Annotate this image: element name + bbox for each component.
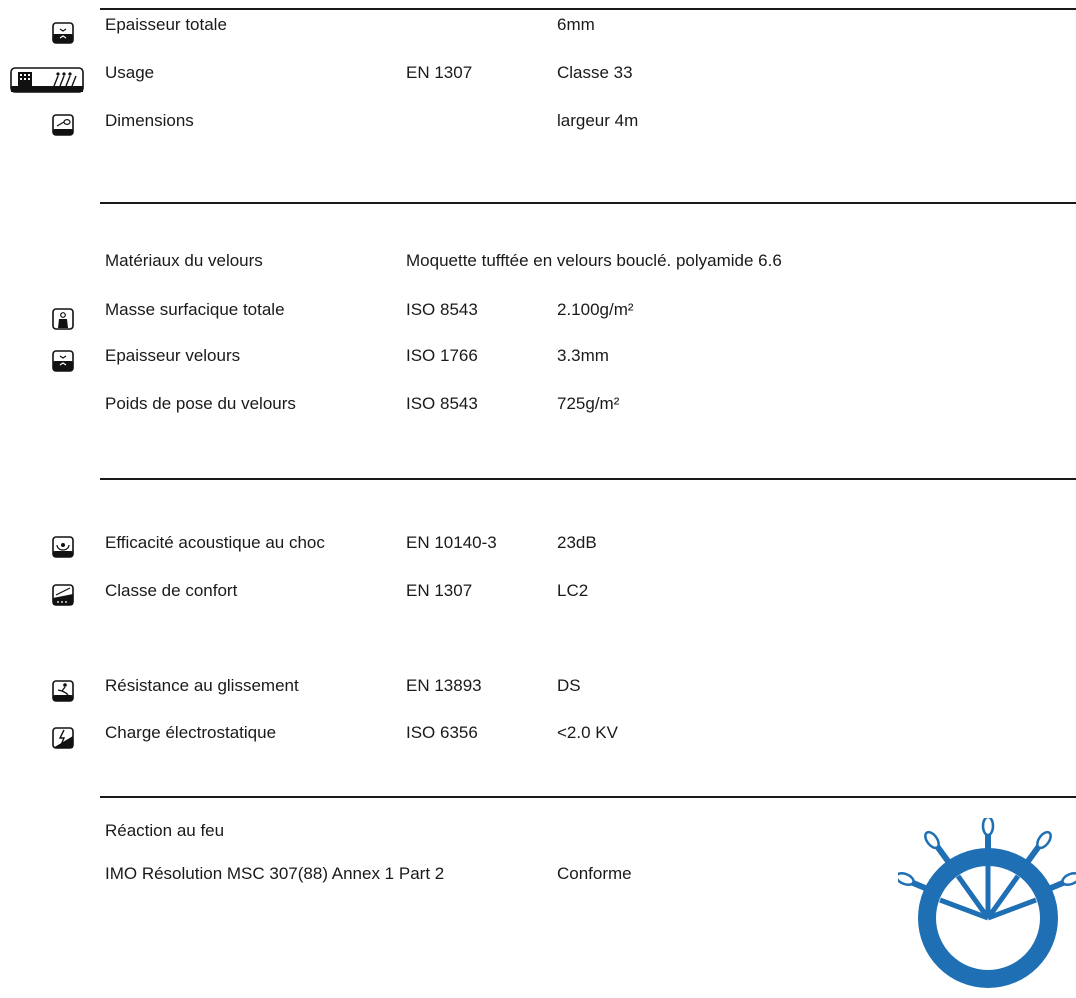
row-label: Epaisseur velours [105, 346, 241, 365]
row-value: 2.100g/m² [557, 300, 634, 319]
row-label: Résistance au glissement [105, 676, 299, 695]
divider [100, 202, 1076, 204]
pile-thickness-icon [52, 350, 74, 372]
row-norm: ISO 8543 [406, 394, 478, 413]
row-value: LC2 [557, 581, 589, 600]
row-norm: EN 1307 [406, 63, 473, 82]
comfort-icon [52, 584, 74, 606]
roll-width-icon [52, 114, 74, 136]
row-label: Epaisseur totale [105, 15, 227, 34]
material-value: Moquette tufftée en velours bouclé. poly… [406, 251, 782, 270]
material-label: Matériaux du velours [105, 251, 263, 270]
row-value: 3.3mm [557, 346, 609, 365]
row-value: DS [557, 676, 581, 695]
row-norm: ISO 6356 [406, 723, 478, 742]
ship-wheel-icon [898, 818, 1076, 998]
row-norm: EN 13893 [406, 676, 482, 695]
row-label: Usage [105, 63, 155, 82]
fire-reaction-title: Réaction au feu [105, 821, 225, 840]
usage-class-icon [10, 67, 84, 93]
row-norm: ISO 1766 [406, 346, 478, 365]
imo-label: IMO Résolution MSC 307(88) Annex 1 Part … [105, 864, 445, 883]
row-norm: EN 10140-3 [406, 533, 497, 552]
row-label: Charge électrostatique [105, 723, 277, 742]
row-value: largeur 4m [557, 111, 639, 130]
row-value: <2.0 KV [557, 723, 618, 742]
divider [100, 478, 1076, 480]
row-value: 23dB [557, 533, 597, 552]
imo-value: Conforme [557, 864, 632, 883]
divider [100, 796, 1076, 798]
row-label: Poids de pose du velours [105, 394, 296, 413]
row-value: 725g/m² [557, 394, 620, 413]
thickness-icon [52, 22, 74, 44]
acoustic-icon [52, 536, 74, 558]
row-value: 6mm [557, 15, 595, 34]
slip-resistance-icon [52, 680, 74, 702]
row-value: Classe 33 [557, 63, 633, 82]
weight-icon [52, 308, 74, 330]
row-label: Efficacité acoustique au choc [105, 533, 325, 552]
row-label: Masse surfacique totale [105, 300, 285, 319]
row-label: Dimensions [105, 111, 194, 130]
divider-top [100, 8, 1076, 10]
electrostatic-icon [52, 727, 74, 749]
row-norm: ISO 8543 [406, 300, 478, 319]
row-norm: EN 1307 [406, 581, 473, 600]
row-label: Classe de confort [105, 581, 238, 600]
